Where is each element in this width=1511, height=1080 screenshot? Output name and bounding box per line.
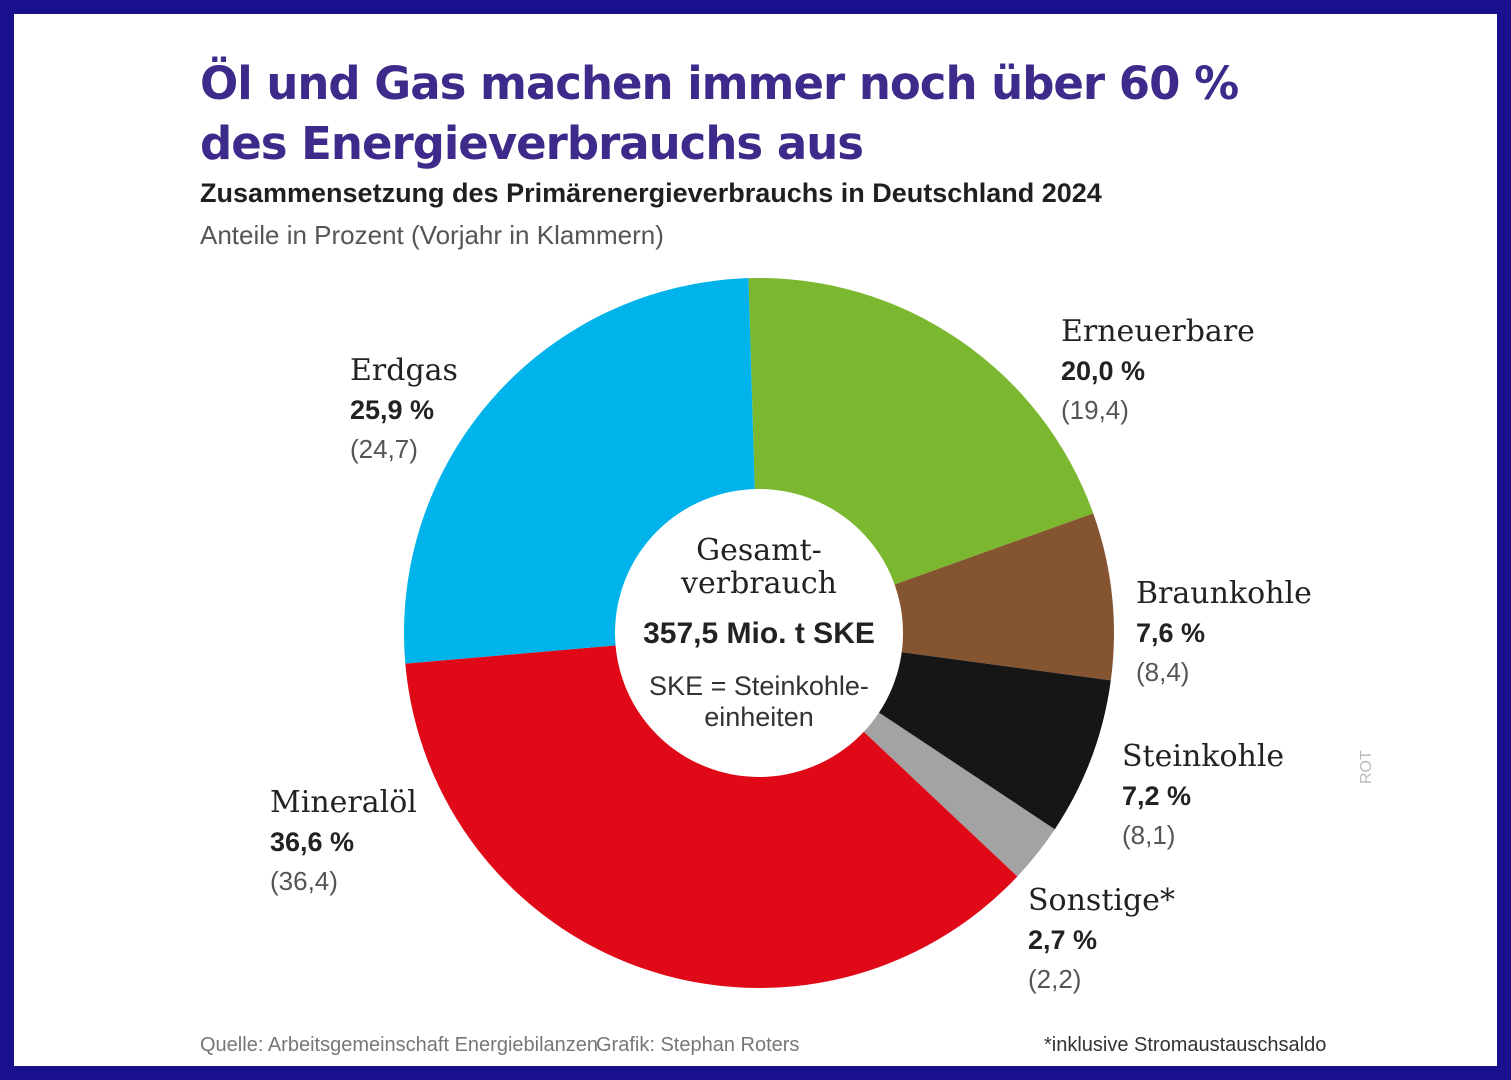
center-label-line2: verbrauch xyxy=(680,566,837,601)
footnote: *inklusive Stromaustauschsaldo xyxy=(1044,1034,1327,1056)
label-braunkohle-name: Braunkohle xyxy=(1136,576,1312,611)
credit-note: Grafik: Stephan Roters xyxy=(596,1034,800,1056)
label-sonstige-name: Sonstige* xyxy=(1028,883,1175,918)
center-note-line1: SKE = Steinkohle- xyxy=(649,671,869,701)
label-erneuerbare-value: 20,0 % xyxy=(1061,356,1145,386)
label-erdgas-value: 25,9 % xyxy=(350,395,434,425)
center-total: 357,5 Mio. t SKE xyxy=(643,617,875,650)
label-steinkohle-value: 7,2 % xyxy=(1122,781,1191,811)
label-sonstige-prev: (2,2) xyxy=(1028,964,1081,994)
unit-note: Anteile in Prozent (Vorjahr in Klammern) xyxy=(200,220,664,250)
label-mineraloel-name: Mineralöl xyxy=(270,785,417,820)
label-erdgas-name: Erdgas xyxy=(350,353,458,388)
source-note: Quelle: Arbeitsgemeinschaft Energiebilan… xyxy=(200,1034,599,1056)
donut-chart: Gesamt- verbrauch 357,5 Mio. t SKE SKE =… xyxy=(270,278,1312,994)
chart-title-line1: Öl und Gas machen immer noch über 60 % xyxy=(200,57,1239,110)
label-erneuerbare-name: Erneuerbare xyxy=(1061,314,1255,349)
chart-title-line2: des Energieverbrauchs aus xyxy=(200,117,864,170)
label-mineraloel-value: 36,6 % xyxy=(270,827,354,857)
center-note-line2: einheiten xyxy=(704,702,814,732)
chart-subtitle: Zusammensetzung des Primärenergieverbrau… xyxy=(200,178,1102,208)
label-braunkohle-value: 7,6 % xyxy=(1136,618,1205,648)
slice-mineralöl xyxy=(405,633,1018,989)
label-erneuerbare-prev: (19,4) xyxy=(1061,395,1129,425)
side-tag: ROT xyxy=(1358,750,1375,784)
label-erdgas-prev: (24,7) xyxy=(350,434,418,464)
label-steinkohle-name: Steinkohle xyxy=(1122,739,1284,774)
label-mineraloel-prev: (36,4) xyxy=(270,866,338,896)
label-sonstige-value: 2,7 % xyxy=(1028,925,1097,955)
center-label-line1: Gesamt- xyxy=(696,533,822,568)
label-braunkohle-prev: (8,4) xyxy=(1136,657,1189,687)
chart-frame: Öl und Gas machen immer noch über 60 % d… xyxy=(14,14,1497,1066)
label-steinkohle-prev: (8,1) xyxy=(1122,820,1175,850)
donut-hole xyxy=(615,489,903,777)
